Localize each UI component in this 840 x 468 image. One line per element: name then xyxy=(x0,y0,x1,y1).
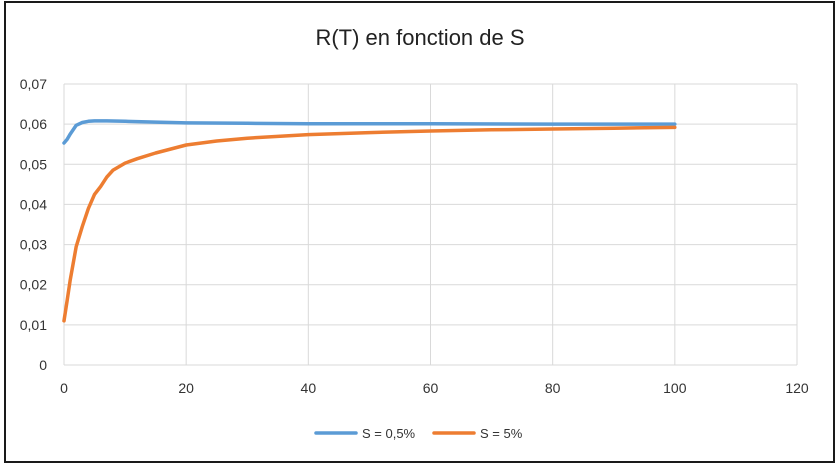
legend-label-2: S = 5% xyxy=(480,426,523,441)
chart-frame xyxy=(4,1,835,463)
legend: S = 0,5% S = 5% xyxy=(314,426,523,441)
chart-title: R(T) en fonction de S xyxy=(315,25,524,50)
y-tick-label: 0,07 xyxy=(20,76,47,92)
x-tick-label: 0 xyxy=(60,380,68,396)
grid xyxy=(63,83,798,366)
legend-label-1: S = 0,5% xyxy=(362,426,416,441)
axes: 0 0,01 0,02 0,03 0,04 0,05 0,06 0,07 0 20 40 60 80 10… xyxy=(20,76,809,396)
series-line-1 xyxy=(62,119,677,145)
y-tick-label: 0,05 xyxy=(20,156,47,172)
y-tick-label: 0 xyxy=(39,357,47,373)
y-tick-label: 0,06 xyxy=(20,116,47,132)
x-tick-label: 80 xyxy=(545,380,561,396)
y-tick-label: 0,02 xyxy=(20,277,47,293)
x-tick-label: 20 xyxy=(178,380,194,396)
y-tick-label: 0,04 xyxy=(20,196,47,212)
y-tick-label: 0,01 xyxy=(20,317,47,333)
y-tick-label: 0,03 xyxy=(20,237,47,253)
series-line-2 xyxy=(62,125,677,323)
x-tick-label: 100 xyxy=(663,380,687,396)
x-tick-label: 120 xyxy=(785,380,809,396)
x-tick-label: 60 xyxy=(423,380,439,396)
x-tick-label: 40 xyxy=(301,380,317,396)
series-lines xyxy=(62,119,677,323)
